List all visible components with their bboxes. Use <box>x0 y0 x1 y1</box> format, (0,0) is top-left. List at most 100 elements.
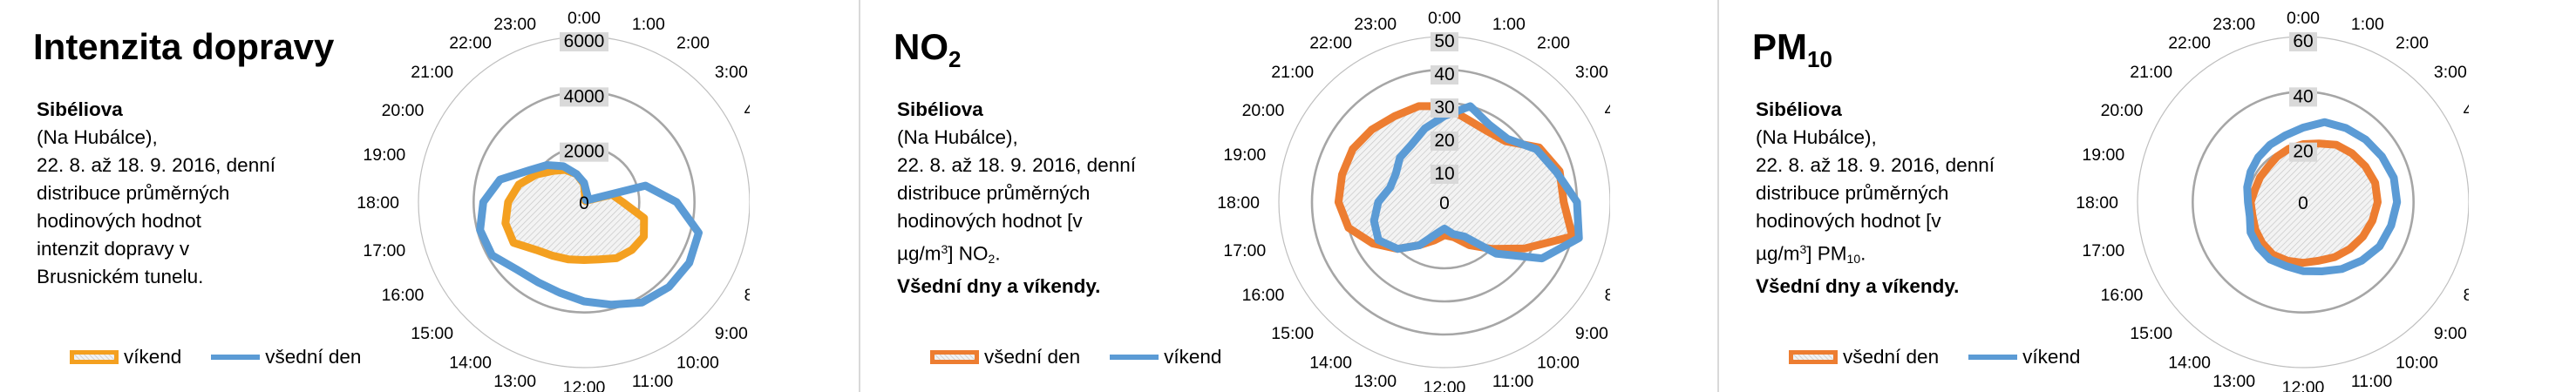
panel-no2: NO2 Sibéliova (Na Hubálce), 22. 8. až 18… <box>859 0 1719 392</box>
category-label: 8:00 <box>744 286 750 305</box>
desc-line: distribuce průměrných <box>37 182 230 204</box>
category-label: 23:00 <box>2212 15 2255 34</box>
category-label: 9:00 <box>2434 324 2467 343</box>
category-label: 14:00 <box>449 354 492 373</box>
tick-label-bg <box>1431 165 1458 184</box>
legend-swatch <box>1968 355 2018 360</box>
category-label: 2:00 <box>676 33 710 52</box>
location: Sibéliova <box>1756 98 1842 120</box>
legend-label: víkend <box>2022 346 2081 368</box>
tick-label-bg <box>2289 32 2317 51</box>
radial-tick-label: 40 <box>2293 86 2313 106</box>
legend-label: víkend <box>1164 346 1222 368</box>
category-label: 9:00 <box>715 324 748 343</box>
tick-label-bg <box>1431 65 1458 84</box>
radial-tick-label: 6000 <box>564 31 605 51</box>
legend: všední den víkend <box>930 346 1251 368</box>
category-label: 17:00 <box>363 241 405 260</box>
category-label: 8:00 <box>1605 286 1610 305</box>
panel-traffic: Intenzita dopravy Sibéliova (Na Hubálce)… <box>0 0 859 392</box>
chart-title: NO2 <box>894 26 962 73</box>
radial-tick-label: 20 <box>2293 142 2313 162</box>
category-label: 8:00 <box>2464 286 2469 305</box>
category-label: 17:00 <box>2082 241 2124 260</box>
category-label: 4:00 <box>2464 101 2469 120</box>
category-label: 19:00 <box>1223 145 1266 165</box>
category-label: 20:00 <box>1242 101 1285 120</box>
legend-swatch <box>70 350 119 364</box>
radar-chart: 010203040501:002:003:004:005:006:007:008… <box>1217 9 1610 392</box>
legend-label: všední den <box>984 346 1081 368</box>
chart-description: Sibéliova (Na Hubálce), 22. 8. až 18. 9.… <box>897 96 1211 301</box>
legend-swatch <box>211 355 261 360</box>
chart-description: Sibéliova (Na Hubálce), 22. 8. až 18. 9.… <box>1756 96 2070 301</box>
legend-item: víkend <box>1110 346 1221 368</box>
category-label: 22:00 <box>1309 33 1352 52</box>
series-area <box>505 170 644 260</box>
category-label: 9:00 <box>1575 324 1608 343</box>
legend-label: všední den <box>1843 346 1940 368</box>
category-label: 15:00 <box>1271 324 1314 343</box>
category-label: 19:00 <box>363 145 405 165</box>
chart-title: Intenzita dopravy <box>33 26 335 67</box>
desc-line: hodinových hodnot <box>37 210 201 232</box>
category-label: 1:00 <box>1492 15 1526 34</box>
category-label: 14:00 <box>2168 354 2211 373</box>
category-label: 19:00 <box>2082 145 2124 165</box>
category-label: 3:00 <box>715 63 748 82</box>
category-label: 0:00 <box>568 9 601 28</box>
tick-label-bg <box>1431 98 1458 118</box>
category-label: 16:00 <box>2101 286 2144 305</box>
category-label: 2:00 <box>2396 33 2429 52</box>
category-label: 21:00 <box>411 63 453 82</box>
legend: víkend všední den <box>70 346 391 368</box>
desc-line: distribuce průměrných <box>1756 182 1949 204</box>
category-label: 20:00 <box>382 101 425 120</box>
desc-line: 22. 8. až 18. 9. 2016, denní <box>37 154 275 176</box>
legend-swatch <box>930 350 979 364</box>
radial-tick-label: 2000 <box>564 142 605 162</box>
category-label: 23:00 <box>1354 15 1397 34</box>
series-line <box>2243 118 2402 275</box>
series-line <box>2246 139 2382 267</box>
category-label: 4:00 <box>744 101 750 120</box>
category-label: 4:00 <box>1605 101 1610 120</box>
legend-item: víkend <box>70 346 181 368</box>
desc-unit-line: µg/m3] NO2. <box>897 242 1001 267</box>
desc-last-line: Všední dny a víkendy. <box>1756 275 1960 298</box>
series-line <box>1370 102 1583 263</box>
radial-tick-label: 0 <box>579 193 589 213</box>
tick-label-bg <box>560 87 608 107</box>
category-label: 11:00 <box>632 372 674 391</box>
series-line <box>476 161 703 309</box>
desc-line: hodinových hodnot [v <box>1756 210 1941 232</box>
tick-label-bg <box>560 142 608 162</box>
legend-item: všední den <box>211 346 361 368</box>
category-label: 17:00 <box>1223 241 1266 260</box>
tick-label-bg <box>2289 87 2317 107</box>
category-label: 18:00 <box>2076 193 2118 213</box>
desc-last-line: Všední dny a víkendy. <box>897 275 1101 298</box>
radial-tick-label: 40 <box>1434 64 1454 84</box>
tick-label-bg <box>1431 32 1458 51</box>
tick-label-bg <box>560 32 608 51</box>
desc-unit-line: µg/m3] PM10. <box>1756 242 1866 267</box>
category-label: 0:00 <box>1428 9 1461 28</box>
category-label: 16:00 <box>1242 286 1285 305</box>
category-label: 12:00 <box>2282 378 2325 392</box>
radial-tick-label: 50 <box>1434 31 1454 51</box>
category-label: 11:00 <box>2351 372 2393 391</box>
category-label: 0:00 <box>2287 9 2320 28</box>
category-label: 18:00 <box>1217 193 1260 213</box>
category-label: 10:00 <box>676 354 719 373</box>
legend-label: všední den <box>265 346 362 368</box>
desc-line: Brusnickém tunelu. <box>37 266 204 287</box>
panel-pm10: PM10 Sibéliova (Na Hubálce), 22. 8. až 1… <box>1717 0 2576 392</box>
desc-line: (Na Hubálce), <box>37 126 158 148</box>
chart-title: PM10 <box>1752 26 1832 73</box>
desc-line: 22. 8. až 18. 9. 2016, denní <box>1756 154 1995 176</box>
category-label: 14:00 <box>1309 354 1352 373</box>
desc-line: (Na Hubálce), <box>897 126 1018 148</box>
category-label: 23:00 <box>493 15 536 34</box>
